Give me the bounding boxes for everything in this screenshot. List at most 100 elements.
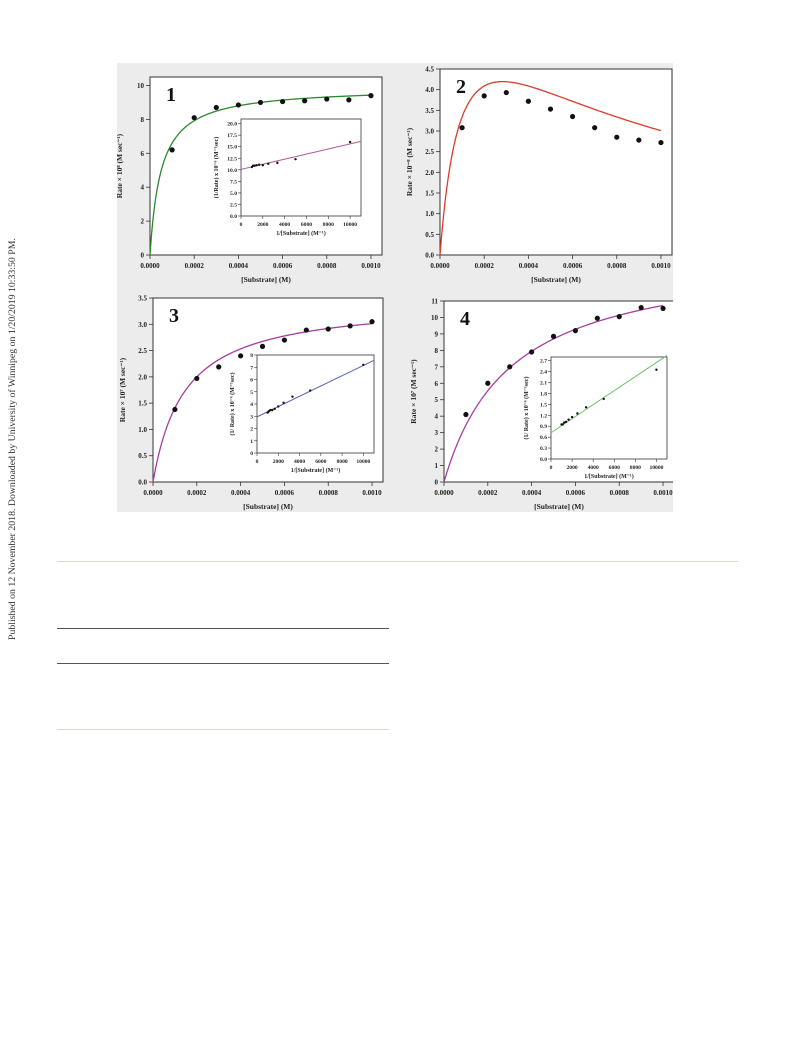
y-tick-label: 2: [435, 446, 439, 454]
inset-y-tick-label: 3: [250, 414, 253, 420]
data-point: [525, 98, 531, 104]
data-point: [503, 89, 509, 96]
inset-y-tick-label: 1.2: [540, 413, 547, 419]
inset-data-point: [362, 363, 365, 366]
inset-y-tick-label: 0.3: [540, 446, 547, 452]
inset-y-tick-label: 12.5: [227, 156, 237, 162]
inset-data-point: [255, 163, 258, 167]
inset-data-point: [294, 157, 297, 161]
panel-4: 0.0000 0.0002 0.0004 0.0006 0.0008 0.00100123…: [409, 298, 673, 511]
inset-y-tick-label: 7: [250, 365, 253, 371]
data-point: [279, 98, 286, 105]
y-tick-label: 1.0: [425, 210, 434, 218]
inset-x-tick-label: 0: [240, 222, 243, 228]
y-tick-label: 4.5: [425, 66, 434, 74]
inset-y-tick-label: 15.0: [227, 145, 237, 151]
y-tick-label: 7: [435, 363, 439, 371]
inset-x-tick-label: 8000: [336, 459, 347, 465]
x-tick-label: 0.0002: [475, 262, 495, 270]
y-tick-label: 0.0: [425, 252, 434, 260]
y-tick-label: 2.0: [425, 169, 434, 177]
x-tick-label: 0.0010: [362, 489, 382, 497]
y-tick-label: 1.5: [425, 190, 434, 198]
panel-1: 0.0000 0.0002 0.0004 0.0006 0.0008 0.00100246…: [117, 76, 383, 284]
data-point: [369, 319, 375, 325]
y-tick-label: 9: [435, 330, 439, 338]
data-point: [547, 106, 554, 112]
table-rule-bottom: [57, 729, 389, 730]
y-axis-label: Rate × 10⁸ (M sec⁻¹): [117, 133, 124, 198]
data-point: [325, 326, 331, 332]
inset-plot: 0 2000 4000 6000 8000 10000 0.0 2.5 5.0 7.5 10.0 12…: [213, 118, 362, 237]
y-axis-label: Rate × 10⁻⁸ (M sec⁻¹): [405, 127, 414, 196]
inset-x-axis-label: 1/[Substrate] (M⁻¹): [584, 473, 633, 480]
x-axis-label: [Substrate] (M): [531, 275, 581, 284]
inset-y-axis-label: (1/Rate) x 10⁻⁶ (M⁻¹sec): [213, 137, 220, 198]
x-tick-label: 0.0006: [275, 489, 295, 497]
fit-curve: [439, 80, 662, 256]
inset-y-tick-label: 0: [250, 451, 253, 457]
plot-area: [439, 68, 673, 256]
y-tick-label: 3.5: [138, 295, 147, 303]
inset-plot: 0 2000 4000 6000 8000 10000 0.0 0.3 0.6 0.9 1.2 1.5…: [523, 355, 668, 480]
y-tick-label: 2.5: [425, 148, 434, 156]
table-rule-middle: [57, 663, 389, 664]
inset-data-point: [564, 420, 568, 424]
inset-y-axis-label: (1/ Rate) x 10⁻⁶ (M⁻¹sec): [229, 373, 236, 436]
inset-data-point: [561, 423, 564, 426]
inset-y-tick-label: 2.5: [230, 202, 237, 208]
inset-y-tick-label: 2.4: [540, 370, 547, 376]
inset-x-tick-label: 2000: [273, 459, 284, 465]
data-point: [169, 147, 175, 153]
data-point: [638, 304, 644, 311]
data-point: [235, 102, 241, 108]
data-point: [303, 327, 309, 333]
inset-y-tick-label: 0.9: [540, 424, 547, 430]
inset-data-point: [348, 140, 352, 144]
inset-data-point: [267, 162, 270, 166]
inset-x-tick-label: 4000: [279, 222, 290, 228]
x-tick-label: 0.0004: [229, 262, 249, 270]
data-point: [324, 96, 330, 102]
data-point: [658, 139, 664, 146]
x-tick-label: 0.0002: [187, 489, 207, 497]
x-tick-label: 0.0002: [478, 489, 498, 497]
x-tick-label: 0.0008: [317, 262, 337, 270]
data-point: [346, 97, 352, 103]
inset-y-tick-label: 4: [250, 402, 253, 408]
x-tick-label: 0.0008: [607, 262, 627, 270]
inset-area: [240, 118, 362, 217]
data-point: [636, 137, 642, 143]
inset-x-tick-label: 4000: [588, 465, 599, 471]
data-point: [614, 134, 620, 140]
inset-x-tick-label: 8000: [630, 465, 641, 471]
inset-data-point: [655, 368, 658, 371]
inset-x-tick-label: 0: [256, 459, 259, 465]
x-tick-label: 0.0008: [319, 489, 339, 497]
data-point: [660, 305, 666, 312]
inset-data-point: [257, 163, 261, 166]
y-tick-label: 3.0: [425, 128, 434, 136]
data-point: [191, 115, 197, 121]
data-point: [257, 99, 264, 106]
table-rule-top: [57, 628, 389, 629]
figure-canvas: 0.0000 0.0002 0.0004 0.0006 0.0008 0.00100246…: [117, 66, 673, 511]
inset-data-point: [567, 418, 570, 421]
publication-side-note: Published on 12 November 2018. Downloade…: [3, 190, 19, 640]
y-tick-label: 0.5: [138, 452, 147, 460]
panel-label: 2: [456, 76, 466, 98]
x-tick-label: 0.0004: [519, 262, 539, 270]
inset-fit-line: [550, 355, 668, 434]
x-axis-label: [Substrate] (M): [241, 275, 291, 284]
inset-x-tick-label: 0: [550, 465, 553, 471]
data-point: [485, 380, 491, 386]
inset-x-tick-label: 6000: [301, 222, 312, 228]
y-tick-label: 2.5: [138, 347, 147, 355]
fit-curve: [152, 322, 373, 483]
x-tick-label: 0.0010: [651, 262, 671, 270]
data-point: [481, 93, 487, 99]
data-point: [463, 411, 469, 418]
data-point: [550, 333, 557, 339]
inset-x-tick-label: 10000: [343, 222, 357, 228]
panel-label: 3: [169, 305, 179, 327]
